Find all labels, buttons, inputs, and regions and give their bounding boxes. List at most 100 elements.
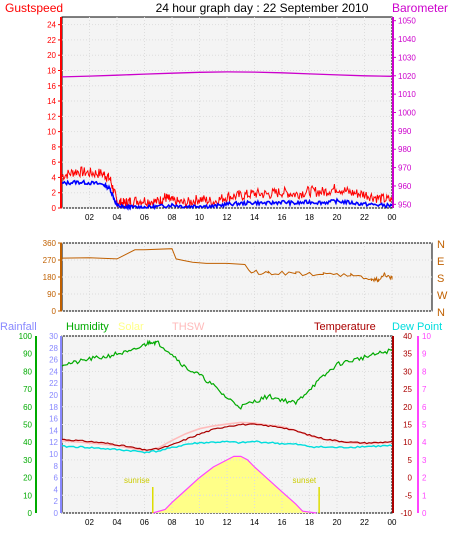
- gust-tick-label: 20: [47, 51, 56, 60]
- x-tick-label: 02: [85, 213, 94, 222]
- x-tick-label: 16: [278, 518, 287, 527]
- rainfall-tick-label: 0: [54, 509, 59, 518]
- solar-area-fill: [152, 456, 317, 513]
- barometer-tick-label: 1020: [398, 72, 416, 81]
- humidity-tick-label: 80: [23, 367, 32, 376]
- gust-tick-label: 18: [47, 66, 56, 75]
- humidity-series: [61, 339, 393, 410]
- x-tick-label: 18: [305, 213, 314, 222]
- temperature-tick-label: 10: [403, 438, 412, 447]
- wind-panel-axes: 0246810121416182022249509609709809901000…: [47, 17, 416, 222]
- x-tick-label: 14: [250, 213, 259, 222]
- rainfall-tick-label: 14: [49, 426, 58, 435]
- humidity-tick-label: 50: [23, 421, 32, 430]
- uv-tick-label: 5: [422, 421, 427, 430]
- avg-wind-series: [61, 179, 393, 211]
- chart-title: 24 hour graph day : 22 September 2010: [156, 1, 369, 15]
- legend-label: Humidity: [66, 321, 109, 333]
- direction-panel-series: [61, 248, 393, 283]
- gust-tick-label: 2: [52, 189, 57, 198]
- x-tick-label: 12: [223, 213, 232, 222]
- temperature-tick-label: -5: [405, 491, 413, 500]
- dew-point-series: [61, 440, 393, 454]
- uv-tick-label: 3: [422, 456, 427, 465]
- legend-label: Solar: [118, 321, 144, 333]
- x-tick-label: 04: [113, 518, 122, 527]
- x-tick-label: 20: [333, 518, 342, 527]
- direction-tick-label: 0: [52, 307, 57, 316]
- x-tick-label: 00: [388, 518, 397, 527]
- temperature-tick-label: 5: [408, 456, 413, 465]
- sun-annotations: sunrise sunset: [124, 476, 320, 513]
- compass-label: N: [437, 239, 445, 251]
- humidity-tick-label: 100: [19, 332, 33, 341]
- compass-label: N: [437, 307, 445, 319]
- x-tick-label: 10: [195, 518, 204, 527]
- compass-label: S: [437, 273, 444, 285]
- uv-tick-label: 8: [422, 367, 427, 376]
- barometer-axis-title: Barometer: [392, 1, 448, 15]
- compass-label: E: [437, 256, 444, 268]
- wind-panel-series: [61, 71, 393, 211]
- rainfall-tick-label: 16: [49, 415, 58, 424]
- rainfall-tick-label: 10: [49, 450, 58, 459]
- gust-tick-label: 22: [47, 36, 56, 45]
- barometer-tick-label: 950: [398, 200, 412, 209]
- uv-tick-label: 4: [422, 438, 427, 447]
- x-tick-label: 04: [113, 213, 122, 222]
- x-tick-label: 16: [278, 213, 287, 222]
- x-tick-label: 22: [360, 213, 369, 222]
- humidity-tick-label: 60: [23, 403, 32, 412]
- gustspeed-axis-title: Gustspeed: [5, 1, 63, 15]
- legend-label: THSW: [172, 321, 205, 333]
- direction-panel-background: [61, 242, 433, 312]
- wind-panel-grid: [62, 17, 393, 209]
- legend-label: Dew Point: [392, 321, 442, 333]
- temperature-tick-label: 0: [408, 474, 413, 483]
- rainfall-tick-label: 4: [54, 485, 59, 494]
- temperature-series: [62, 423, 393, 451]
- temperature-tick-label: 30: [403, 367, 412, 376]
- barometer-tick-label: 980: [398, 145, 412, 154]
- humidity-tick-label: 40: [23, 438, 32, 447]
- rainfall-tick-label: 20: [49, 391, 58, 400]
- gust-tick-label: 24: [47, 21, 56, 30]
- rainfall-tick-label: 8: [54, 462, 59, 471]
- uv-tick-label: 10: [422, 332, 431, 341]
- gust-tick-label: 0: [52, 204, 57, 213]
- gust-tick-label: 16: [47, 82, 56, 91]
- weather-panel-series: [61, 339, 393, 514]
- humidity-tick-label: 90: [23, 350, 32, 359]
- gust-tick-label: 6: [52, 158, 57, 167]
- sunrise-label: sunrise: [124, 476, 150, 485]
- temperature-tick-label: 15: [403, 421, 412, 430]
- rainfall-tick-label: 2: [54, 497, 59, 506]
- x-tick-label: 10: [195, 213, 204, 222]
- gust-tick-label: 14: [47, 97, 56, 106]
- rainfall-tick-label: 26: [49, 356, 58, 365]
- rainfall-tick-label: 18: [49, 403, 58, 412]
- gust-tick-label: 12: [47, 112, 56, 121]
- temperature-tick-label: 25: [403, 385, 412, 394]
- barometer-tick-label: 990: [398, 127, 412, 136]
- barometer-tick-label: 1030: [398, 53, 416, 62]
- temperature-tick-label: 40: [403, 332, 412, 341]
- rainfall-tick-label: 28: [49, 344, 58, 353]
- uv-tick-label: 0: [422, 509, 427, 518]
- x-tick-label: 08: [168, 213, 177, 222]
- gust-tick-label: 4: [52, 173, 57, 182]
- x-tick-label: 22: [360, 518, 369, 527]
- barometer-tick-label: 1000: [398, 109, 416, 118]
- uv-series: [152, 455, 317, 514]
- temperature-tick-label: -10: [400, 509, 412, 518]
- barometer-tick-label: 1040: [398, 35, 416, 44]
- x-tick-label: 08: [168, 518, 177, 527]
- rainfall-tick-label: 30: [49, 332, 58, 341]
- x-tick-label: 00: [388, 213, 397, 222]
- gust-series: [61, 166, 393, 209]
- x-tick-label: 02: [85, 518, 94, 527]
- solar-area: [152, 456, 317, 513]
- gust-tick-label: 10: [47, 128, 56, 137]
- uv-tick-label: 1: [422, 491, 427, 500]
